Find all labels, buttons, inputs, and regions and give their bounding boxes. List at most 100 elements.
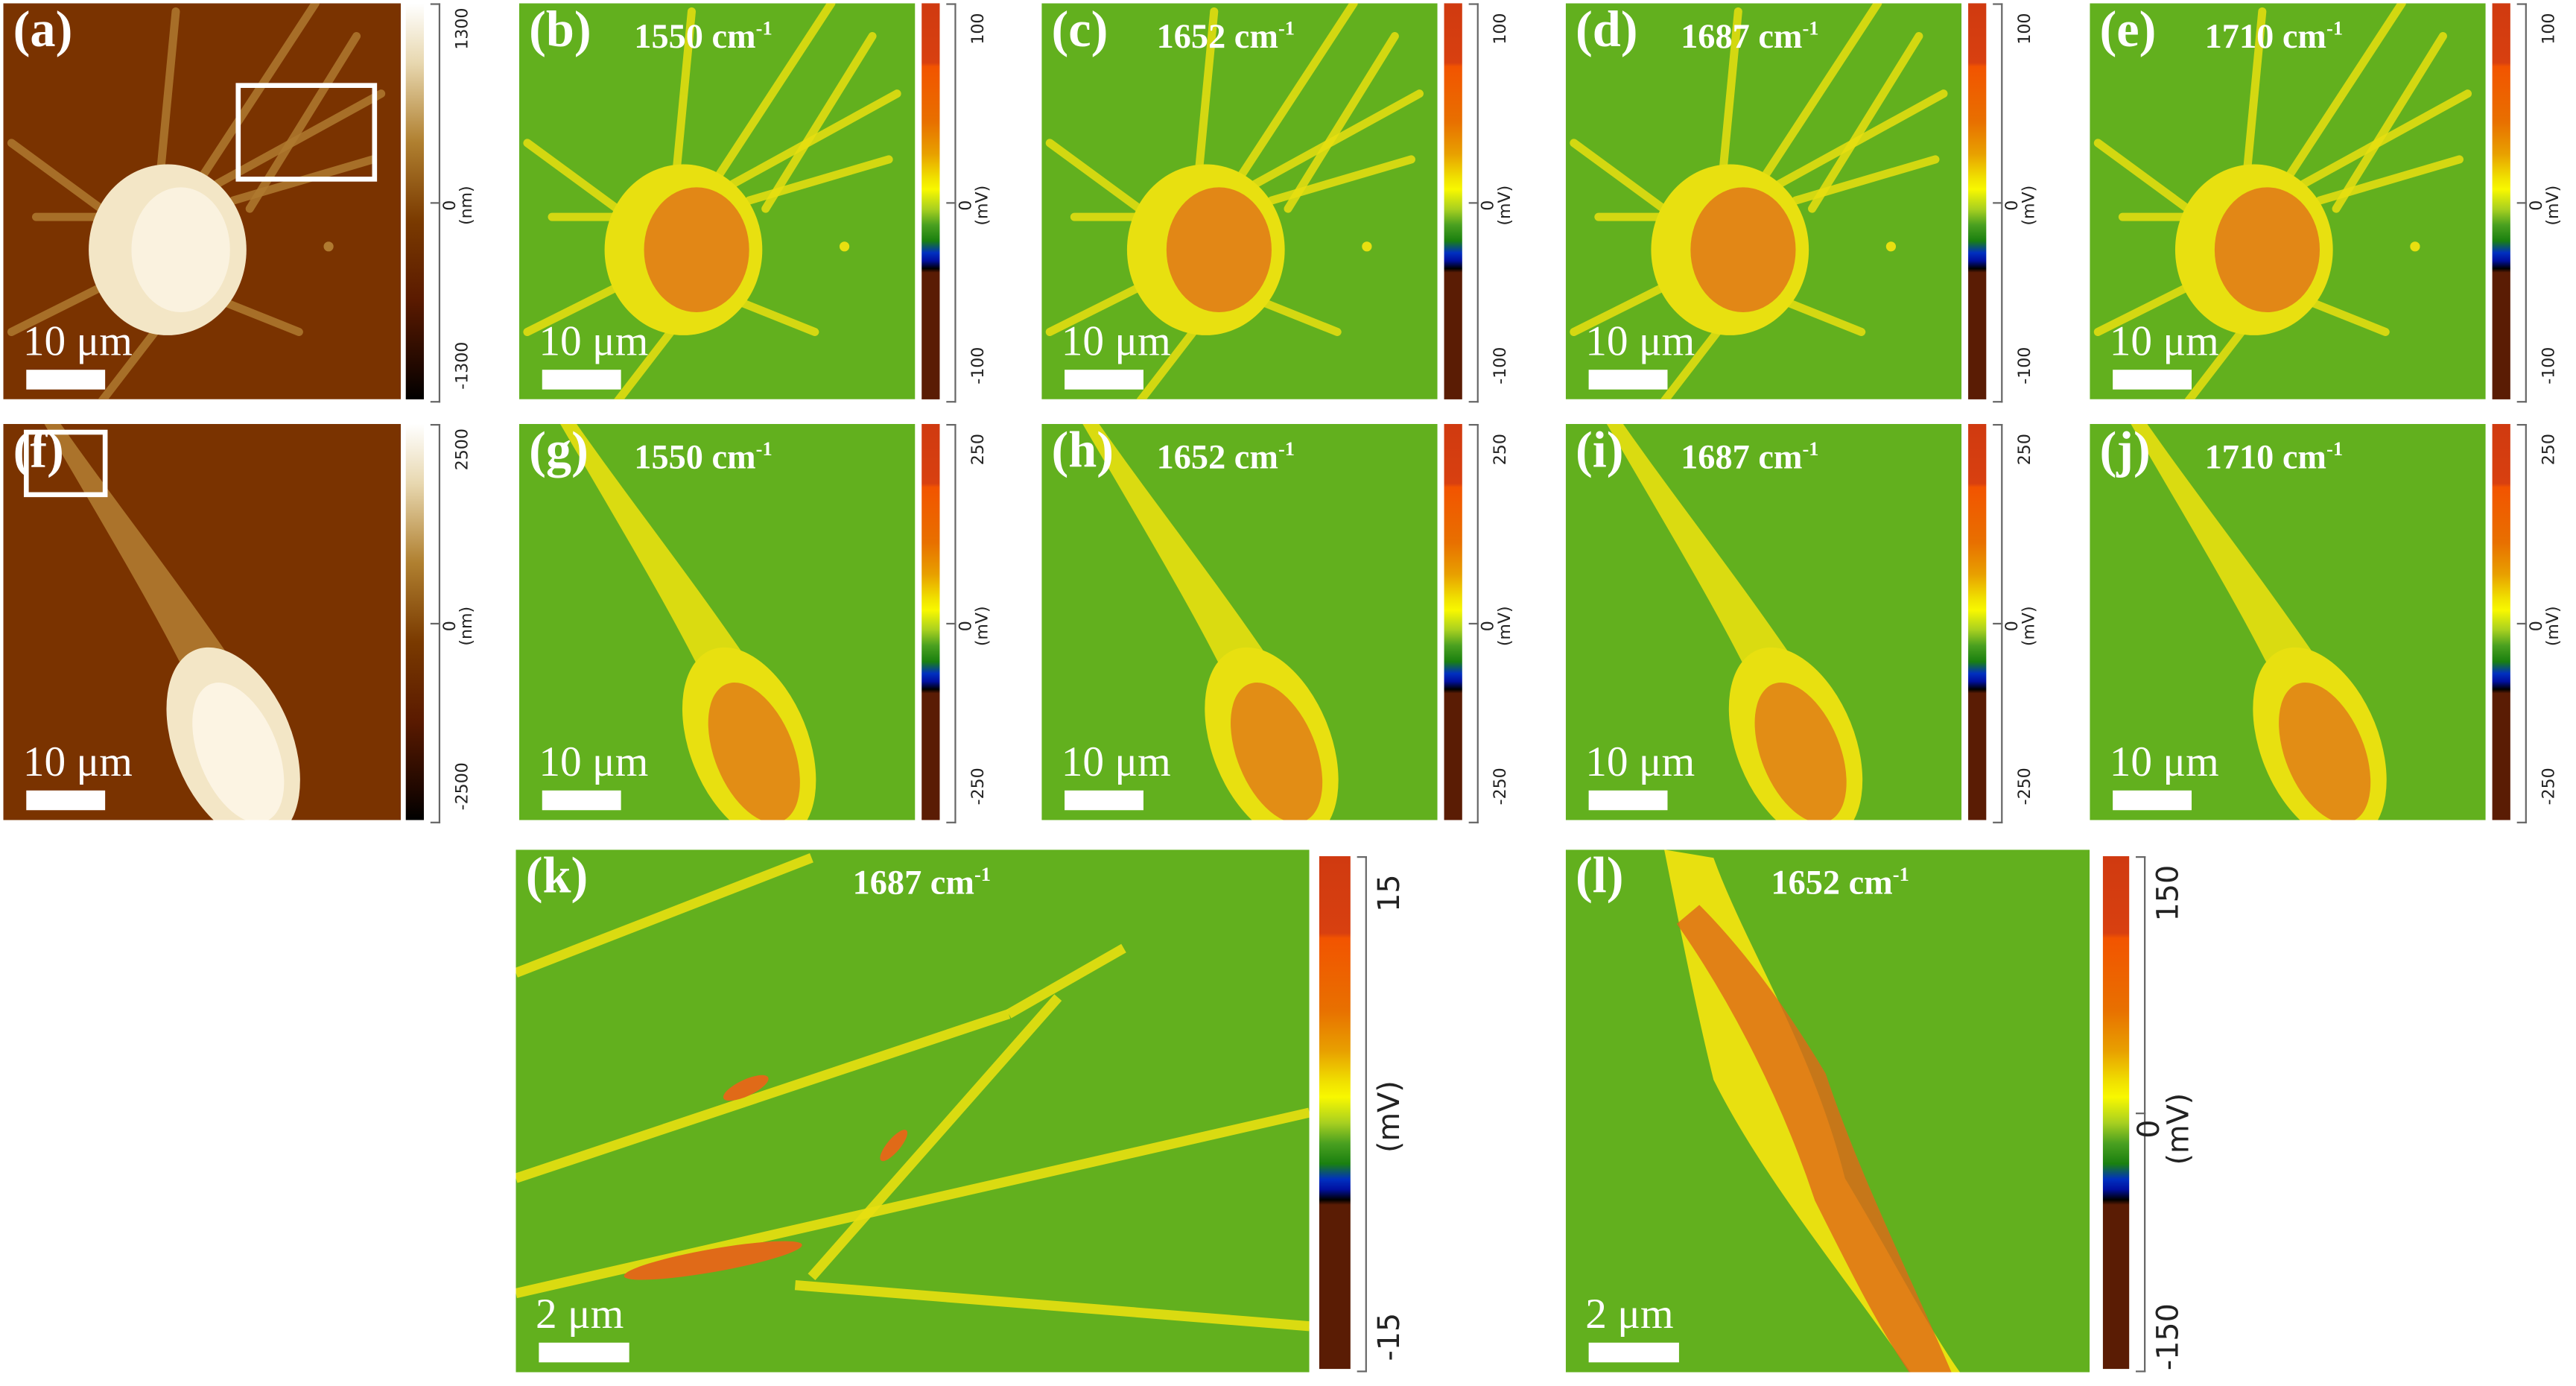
wavenumber-label: 1550 cm-1 bbox=[634, 437, 772, 478]
colorbar-max-label: 2500 bbox=[454, 428, 473, 471]
scale-bar-label: 10 μm bbox=[1585, 317, 1695, 365]
colorbar-zero-unit-label: 0 (mV) bbox=[2528, 576, 2563, 674]
scale-bar-label: 10 μm bbox=[22, 738, 133, 786]
colorbar-zero-unit-label: 0 (mV) bbox=[2005, 576, 2039, 674]
colorbar-zero-unit-label: 0 (nm) bbox=[442, 155, 477, 253]
colorbar-zero-unit-label: 0 (mV) bbox=[2133, 1080, 2197, 1178]
ir-image bbox=[1565, 3, 1962, 399]
colorbar-zero-tick bbox=[2516, 201, 2527, 203]
scale-bar-label: 10 μm bbox=[2109, 738, 2219, 786]
colorbar-max-label: 250 bbox=[1492, 434, 1511, 466]
ir-image bbox=[1565, 423, 1962, 820]
panel-label: (j) bbox=[2099, 423, 2151, 478]
colorbar-unit-label: (mV) bbox=[2545, 605, 2563, 646]
scale-bar bbox=[2113, 370, 2192, 390]
colorbar-min-label: -250 bbox=[1492, 768, 1511, 806]
colorbar-zero-label: 0 bbox=[1480, 620, 1499, 631]
panel-l: (l) 1652 cm-1 2 μm bbox=[1565, 849, 2090, 1373]
wavenumber-exponent: -1 bbox=[755, 16, 773, 39]
panel-label: (g) bbox=[529, 423, 589, 478]
wavenumber-exponent: -1 bbox=[755, 437, 773, 461]
colorbar-max-label: 250 bbox=[970, 434, 989, 466]
panel-k: (k) 1687 cm-1 2 μm bbox=[515, 849, 1310, 1373]
wavenumber-text: 1710 cm bbox=[2204, 437, 2327, 477]
scale-bar bbox=[542, 790, 621, 811]
panel-label: (c) bbox=[1051, 3, 1108, 58]
colorbar-max-label: 100 bbox=[1492, 13, 1511, 45]
scale-bar-label: 2 μm bbox=[535, 1290, 624, 1338]
colorbar-a bbox=[405, 3, 424, 399]
colorbar-zero-label: 0 bbox=[442, 199, 460, 210]
colorbar-zero-unit-label: 0 (nm) bbox=[442, 576, 476, 674]
colorbar-zero-label: 0 bbox=[1480, 199, 1499, 210]
colorbar-d bbox=[1968, 3, 1987, 399]
colorbar-unit-label: (mV) bbox=[1372, 1080, 1407, 1153]
scale-bar bbox=[1588, 370, 1668, 390]
wavenumber-label: 1687 cm-1 bbox=[1681, 16, 1818, 57]
colorbar-min-label: -250 bbox=[2540, 768, 2559, 806]
scale-bar-label: 10 μm bbox=[2109, 317, 2219, 365]
wavenumber-text: 1687 cm bbox=[852, 862, 974, 902]
panel-c: (c) 1652 cm-1 10 μm bbox=[1041, 3, 1438, 399]
colorbar-axis bbox=[1468, 423, 1479, 823]
colorbar-max-label: 100 bbox=[970, 13, 989, 45]
colorbar-max-label: 15 bbox=[1372, 874, 1407, 912]
wavenumber-label: 1687 cm-1 bbox=[1681, 437, 1818, 478]
colorbar-axis bbox=[946, 423, 957, 823]
panel-label: (a) bbox=[13, 3, 73, 58]
wavenumber-exponent: -1 bbox=[1278, 437, 1295, 461]
colorbar-unit-label: (mV) bbox=[974, 605, 993, 646]
panel-g: (g) 1550 cm-1 10 μm bbox=[518, 423, 916, 820]
colorbar-zero-unit-label: 0 (mV) bbox=[958, 155, 992, 253]
colorbar-zero-unit-label: 0 (mV) bbox=[1480, 155, 1515, 253]
wavenumber-label: 1550 cm-1 bbox=[634, 16, 772, 57]
panel-a: (a) 10 μm bbox=[3, 3, 402, 399]
panel-label: (i) bbox=[1575, 423, 1624, 478]
panel-label: (h) bbox=[1051, 423, 1114, 478]
wavenumber-exponent: -1 bbox=[1892, 862, 1909, 886]
panel-i: (i) 1687 cm-1 10 μm bbox=[1565, 423, 1962, 820]
colorbar-l bbox=[2102, 856, 2130, 1370]
colorbar-unit-label: (nm) bbox=[458, 185, 477, 224]
scale-bar bbox=[1588, 1342, 1679, 1363]
scale-bar-label: 2 μm bbox=[1585, 1290, 1674, 1338]
wavenumber-label: 1652 cm-1 bbox=[1157, 437, 1295, 478]
wavenumber-text: 1550 cm bbox=[634, 437, 756, 477]
colorbar-min-label: -2500 bbox=[454, 762, 473, 811]
ir-image bbox=[518, 423, 916, 820]
wavenumber-label: 1710 cm-1 bbox=[2205, 437, 2343, 478]
colorbar-axis bbox=[2516, 423, 2527, 823]
colorbar-zero-tick bbox=[1468, 621, 1479, 624]
panel-label: (f) bbox=[13, 423, 64, 478]
colorbar-b bbox=[921, 3, 940, 399]
panel-d: (d) 1687 cm-1 10 μm bbox=[1565, 3, 1962, 399]
wavenumber-exponent: -1 bbox=[2326, 437, 2344, 461]
wavenumber-exponent: -1 bbox=[2326, 16, 2344, 39]
panel-label: (k) bbox=[525, 849, 589, 904]
scale-bar-label: 10 μm bbox=[539, 317, 649, 365]
wavenumber-exponent: -1 bbox=[1802, 437, 1819, 461]
wavenumber-text: 1652 cm bbox=[1156, 437, 1278, 477]
colorbar-unit-label: (mV) bbox=[1497, 184, 1515, 225]
colorbar-f bbox=[405, 423, 424, 820]
wavenumber-exponent: -1 bbox=[1278, 16, 1295, 39]
colorbar-max-label: 100 bbox=[2017, 13, 2035, 45]
wavenumber-label: 1710 cm-1 bbox=[2205, 16, 2343, 57]
colorbar-axis bbox=[2136, 856, 2146, 1373]
colorbar-zero-unit-label: 0 (mV) bbox=[1480, 576, 1514, 674]
panel-b: (b) 1550 cm-1 10 μm bbox=[518, 3, 916, 399]
colorbar-i bbox=[1968, 423, 1987, 820]
colorbar-axis bbox=[430, 423, 441, 823]
scale-bar bbox=[539, 1342, 629, 1363]
wavenumber-text: 1550 cm bbox=[634, 16, 756, 56]
ir-image bbox=[518, 3, 916, 399]
colorbar-zero-tick bbox=[1468, 201, 1479, 203]
wavenumber-text: 1652 cm bbox=[1156, 16, 1278, 56]
colorbar-zero-unit-label: 0 (mV) bbox=[2528, 155, 2563, 253]
colorbar-zero-tick bbox=[1993, 621, 2003, 624]
colorbar-max-label: 250 bbox=[2540, 434, 2559, 466]
colorbar-max-label: 100 bbox=[2540, 13, 2559, 45]
scale-bar-label: 10 μm bbox=[1061, 738, 1171, 786]
colorbar-g bbox=[921, 423, 940, 820]
